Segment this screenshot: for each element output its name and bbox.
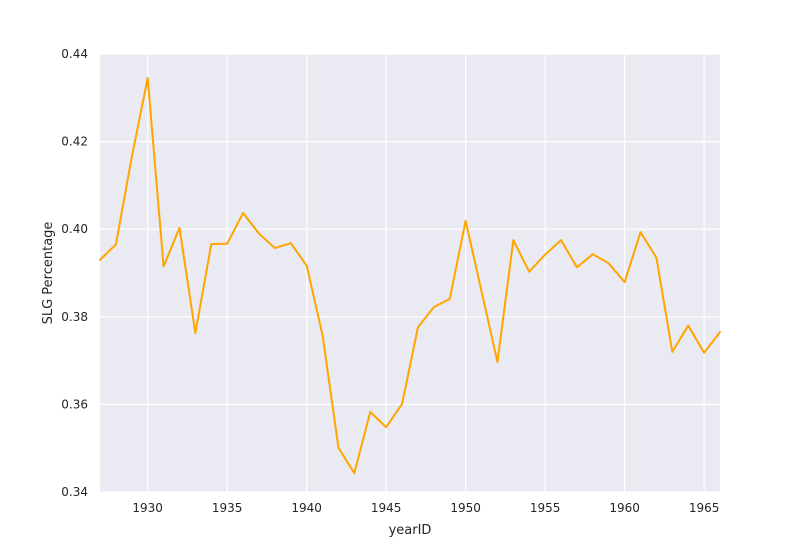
series-layer: [99, 77, 721, 475]
y-tick-label: 0.42: [61, 135, 88, 149]
y-tick-labels: 0.34 0.36 0.38 0.40 0.42 0.44: [61, 47, 88, 499]
y-gridlines: [100, 53, 720, 493]
x-axis-title: yearID: [389, 523, 432, 538]
x-tick-label: 1945: [371, 501, 402, 515]
series-line: [99, 77, 721, 475]
x-tick-label: 1930: [132, 501, 163, 515]
y-tick-label: 0.38: [61, 310, 88, 324]
y-tick-label: 0.36: [61, 397, 88, 411]
x-tick-label: 1950: [450, 501, 481, 515]
x-tick-label: 1960: [609, 501, 640, 515]
x-gridlines: [147, 54, 705, 492]
x-tick-label: 1965: [689, 501, 720, 515]
y-tick-label: 0.44: [61, 47, 88, 61]
x-tick-label: 1935: [212, 501, 243, 515]
x-tick-label: 1955: [530, 501, 561, 515]
x-tick-labels: 1930 1935 1940 1945 1950 1955 1960 1965: [132, 501, 719, 515]
y-axis-title: SLG Percentage: [41, 222, 56, 325]
y-tick-label: 0.34: [61, 485, 88, 499]
x-tick-label: 1940: [291, 501, 322, 515]
y-tick-label: 0.40: [61, 222, 88, 236]
